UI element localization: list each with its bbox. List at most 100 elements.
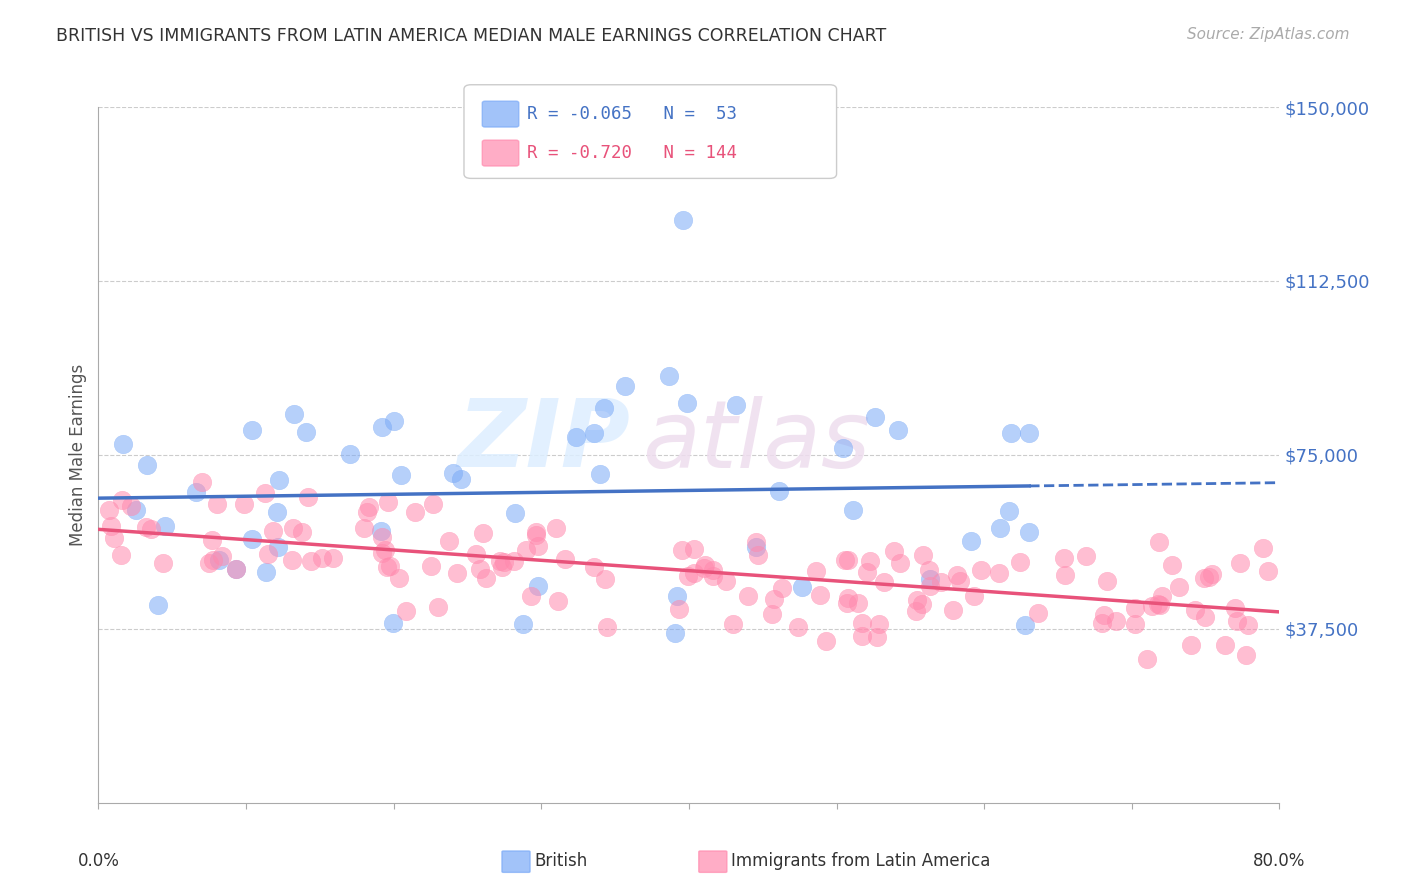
Point	[808, 588, 831, 602]
Point	[512, 616, 534, 631]
Point	[378, 559, 401, 574]
Point	[672, 212, 695, 227]
Point	[377, 559, 399, 574]
Point	[269, 473, 291, 487]
Point	[201, 533, 224, 547]
Point	[1180, 638, 1202, 652]
Point	[702, 569, 724, 583]
Point	[491, 560, 513, 574]
Point	[846, 596, 869, 610]
Point	[422, 497, 444, 511]
Point	[240, 423, 263, 437]
Point	[519, 589, 541, 603]
Point	[887, 423, 910, 437]
Point	[1194, 610, 1216, 624]
Point	[942, 603, 965, 617]
Point	[470, 562, 492, 576]
Point	[136, 458, 159, 472]
Point	[918, 579, 941, 593]
Point	[100, 519, 122, 533]
Point	[225, 562, 247, 576]
Point	[693, 561, 716, 575]
Text: 0.0%: 0.0%	[77, 852, 120, 870]
Point	[658, 369, 681, 384]
Point	[103, 531, 125, 545]
Point	[1198, 570, 1220, 584]
Point	[371, 419, 394, 434]
Point	[1234, 648, 1257, 662]
Point	[382, 414, 405, 428]
Point	[505, 507, 527, 521]
Point	[1229, 557, 1251, 571]
Point	[565, 430, 588, 444]
Point	[395, 604, 418, 618]
Point	[1123, 601, 1146, 615]
Point	[859, 553, 882, 567]
Point	[1010, 555, 1032, 569]
Point	[291, 525, 314, 540]
Point	[745, 540, 768, 554]
Point	[1136, 652, 1159, 666]
Point	[1160, 558, 1182, 572]
Point	[322, 550, 344, 565]
Point	[299, 554, 322, 568]
Point	[790, 580, 813, 594]
Point	[1026, 607, 1049, 621]
Point	[745, 535, 768, 549]
Point	[1251, 541, 1274, 555]
Point	[404, 505, 426, 519]
Point	[110, 548, 132, 562]
Point	[768, 484, 790, 499]
Point	[960, 534, 983, 549]
Point	[889, 556, 911, 570]
Text: Source: ZipAtlas.com: Source: ZipAtlas.com	[1187, 27, 1350, 42]
Point	[1152, 589, 1174, 603]
Point	[1226, 614, 1249, 628]
Point	[970, 563, 993, 577]
Point	[281, 521, 304, 535]
Point	[297, 490, 319, 504]
Point	[253, 486, 276, 500]
Point	[837, 553, 859, 567]
Point	[904, 604, 927, 618]
Point	[202, 553, 225, 567]
Point	[905, 593, 928, 607]
Point	[1213, 638, 1236, 652]
Point	[494, 555, 516, 569]
Y-axis label: Median Male Earnings: Median Male Earnings	[69, 364, 87, 546]
Point	[359, 500, 381, 514]
Point	[339, 447, 361, 461]
Point	[515, 542, 537, 557]
Point	[761, 607, 783, 622]
Point	[702, 563, 724, 577]
Point	[374, 543, 396, 558]
Point	[527, 539, 550, 553]
Point	[502, 554, 524, 568]
Point	[377, 495, 399, 509]
Point	[676, 396, 699, 410]
Point	[232, 497, 254, 511]
Point	[311, 551, 333, 566]
Point	[664, 626, 686, 640]
Point	[988, 521, 1011, 535]
Point	[835, 596, 858, 610]
Point	[544, 520, 567, 534]
Point	[524, 524, 547, 539]
Point	[547, 594, 569, 608]
Point	[256, 547, 278, 561]
Point	[666, 589, 689, 603]
Point	[186, 485, 208, 500]
Point	[671, 543, 693, 558]
Point	[205, 497, 228, 511]
Point	[998, 504, 1021, 518]
Point	[382, 615, 405, 630]
Point	[191, 475, 214, 490]
Point	[370, 524, 392, 538]
Point	[863, 410, 886, 425]
Point	[832, 441, 855, 455]
Point	[1014, 618, 1036, 632]
Point	[1053, 550, 1076, 565]
Point	[668, 602, 690, 616]
Point	[1123, 617, 1146, 632]
Point	[419, 559, 441, 574]
